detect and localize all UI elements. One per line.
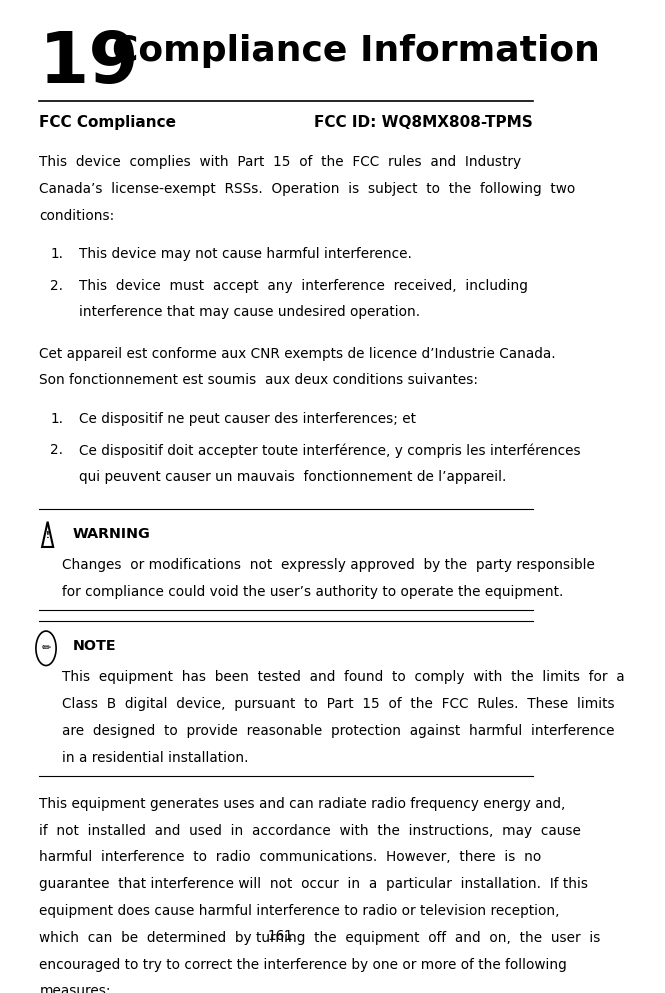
Text: Class  B  digital  device,  pursuant  to  Part  15  of  the  FCC  Rules.  These : Class B digital device, pursuant to Part… [62, 697, 614, 711]
Text: Ce dispositif doit accepter toute interférence, y compris les interférences: Ce dispositif doit accepter toute interf… [78, 443, 580, 458]
Text: FCC Compliance: FCC Compliance [39, 115, 176, 130]
Text: 1.: 1. [51, 412, 63, 426]
Text: This  device  complies  with  Part  15  of  the  FCC  rules  and  Industry: This device complies with Part 15 of the… [39, 155, 521, 169]
Text: Cet appareil est conforme aux CNR exempts de licence d’Industrie Canada.: Cet appareil est conforme aux CNR exempt… [39, 347, 556, 360]
Text: are  designed  to  provide  reasonable  protection  against  harmful  interferen: are designed to provide reasonable prote… [62, 724, 614, 738]
Text: This  device  must  accept  any  interference  received,  including: This device must accept any interference… [78, 279, 527, 293]
Text: Son fonctionnement est soumis  aux deux conditions suivantes:: Son fonctionnement est soumis aux deux c… [39, 373, 478, 387]
Text: if  not  installed  and  used  in  accordance  with  the  instructions,  may  ca: if not installed and used in accordance … [39, 823, 581, 837]
Text: Ce dispositif ne peut causer des interferences; et: Ce dispositif ne peut causer des interfe… [78, 412, 416, 426]
Text: 161: 161 [267, 929, 293, 943]
Text: 19: 19 [39, 29, 140, 97]
Text: guarantee  that interference will  not  occur  in  a  particular  installation. : guarantee that interference will not occ… [39, 877, 589, 891]
Text: Canada’s  license-exempt  RSSs.  Operation  is  subject  to  the  following  two: Canada’s license-exempt RSSs. Operation … [39, 182, 575, 196]
Text: for compliance could void the user’s authority to operate the equipment.: for compliance could void the user’s aut… [62, 585, 563, 599]
Text: interference that may cause undesired operation.: interference that may cause undesired op… [78, 306, 420, 320]
Text: 2.: 2. [51, 443, 63, 458]
Text: WARNING: WARNING [73, 526, 151, 540]
Text: NOTE: NOTE [73, 638, 116, 652]
Text: This equipment generates uses and can radiate radio frequency energy and,: This equipment generates uses and can ra… [39, 796, 566, 810]
Text: Compliance Information: Compliance Information [112, 34, 600, 68]
Text: ✏: ✏ [41, 643, 51, 653]
Text: equipment does cause harmful interference to radio or television reception,: equipment does cause harmful interferenc… [39, 904, 560, 918]
Text: FCC ID: WQ8MX808-TPMS: FCC ID: WQ8MX808-TPMS [315, 115, 533, 130]
Text: measures:: measures: [39, 984, 111, 993]
Text: !: ! [46, 531, 50, 540]
Text: harmful  interference  to  radio  communications.  However,  there  is  no: harmful interference to radio communicat… [39, 850, 541, 864]
Text: Changes  or modifications  not  expressly approved  by the  party responsible: Changes or modifications not expressly a… [62, 558, 595, 572]
Text: which  can  be  determined  by turning  the  equipment  off  and  on,  the  user: which can be determined by turning the e… [39, 930, 600, 944]
Text: This device may not cause harmful interference.: This device may not cause harmful interf… [78, 247, 412, 261]
Text: 2.: 2. [51, 279, 63, 293]
Text: qui peuvent causer un mauvais  fonctionnement de l’appareil.: qui peuvent causer un mauvais fonctionne… [78, 470, 506, 485]
Text: This  equipment  has  been  tested  and  found  to  comply  with  the  limits  f: This equipment has been tested and found… [62, 670, 624, 684]
Text: 1.: 1. [51, 247, 63, 261]
Text: in a residential installation.: in a residential installation. [62, 751, 248, 765]
Text: encouraged to try to correct the interference by one or more of the following: encouraged to try to correct the interfe… [39, 957, 567, 971]
Text: conditions:: conditions: [39, 209, 114, 222]
